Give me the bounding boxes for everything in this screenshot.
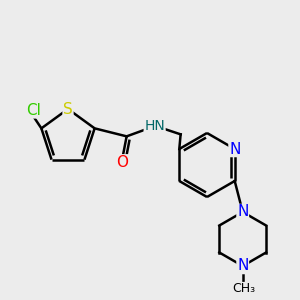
Text: N: N [229, 142, 240, 157]
Text: N: N [237, 259, 248, 274]
Text: O: O [116, 155, 128, 170]
Text: CH₃: CH₃ [232, 283, 255, 296]
Text: HN: HN [144, 119, 165, 133]
Text: Cl: Cl [26, 103, 41, 118]
Text: S: S [63, 101, 73, 116]
Text: N: N [237, 205, 248, 220]
